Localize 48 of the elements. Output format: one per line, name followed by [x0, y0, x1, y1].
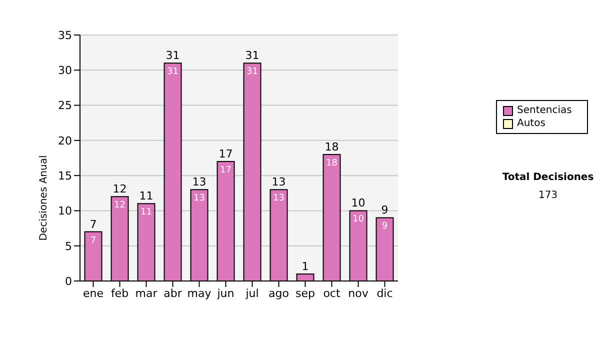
y-tick-label: 15 [58, 169, 72, 182]
x-tick-label: mar [135, 286, 158, 300]
x-tick-label: abr [164, 286, 182, 300]
total-label: 17 [218, 148, 233, 161]
data-label: 13 [273, 194, 284, 204]
data-label: 18 [326, 158, 338, 168]
data-label: 31 [167, 67, 178, 78]
y-tick-label: 25 [58, 99, 72, 112]
total-label: 9 [381, 204, 388, 217]
total-label: 13 [192, 176, 206, 189]
legend-label: Autos [517, 117, 546, 130]
x-tick-label: ago [268, 286, 290, 300]
data-label: 31 [246, 67, 258, 78]
y-tick-label: 20 [58, 134, 72, 148]
x-tick-label: dic [376, 286, 393, 300]
x-tick-label: may [187, 286, 212, 300]
x-tick-label: ene [82, 286, 104, 300]
total-label: 31 [245, 49, 260, 62]
total-label: 11 [139, 190, 154, 203]
y-tick-label: 35 [58, 28, 72, 42]
data-label: 12 [114, 200, 126, 211]
x-tick-label: oct [323, 286, 341, 300]
text: 173 [537, 190, 559, 201]
total-label: 31 [166, 49, 180, 62]
y-axis-title: Decisiones Anual [38, 155, 50, 241]
x-tick-label: feb [110, 286, 129, 300]
data-label: 11 [140, 208, 152, 218]
data-label: 13 [194, 194, 205, 204]
total-label: 13 [272, 176, 286, 189]
data-label: 10 [352, 214, 364, 225]
data-label: 9 [382, 222, 388, 232]
total-label: 12 [112, 182, 127, 196]
total-label: 7 [90, 218, 97, 231]
y-tick-label: 5 [65, 240, 72, 253]
x-tick-label: sep [296, 286, 316, 300]
y-tick-label: 30 [58, 64, 72, 78]
x-tick-label: jun [216, 286, 234, 300]
total-label: 1 [302, 260, 309, 273]
data-label: 7 [90, 236, 96, 246]
y-tick-label: 10 [58, 204, 72, 218]
y-tick-label: 0 [65, 274, 72, 288]
data-label: 17 [220, 166, 232, 176]
legend-label: Sentencias [517, 104, 572, 117]
x-tick-label: jul [244, 286, 259, 300]
x-tick-label: nov [348, 286, 369, 300]
text: Total Decisiones [501, 172, 595, 183]
total-label: 18 [324, 140, 339, 154]
total-label: 10 [351, 196, 366, 210]
